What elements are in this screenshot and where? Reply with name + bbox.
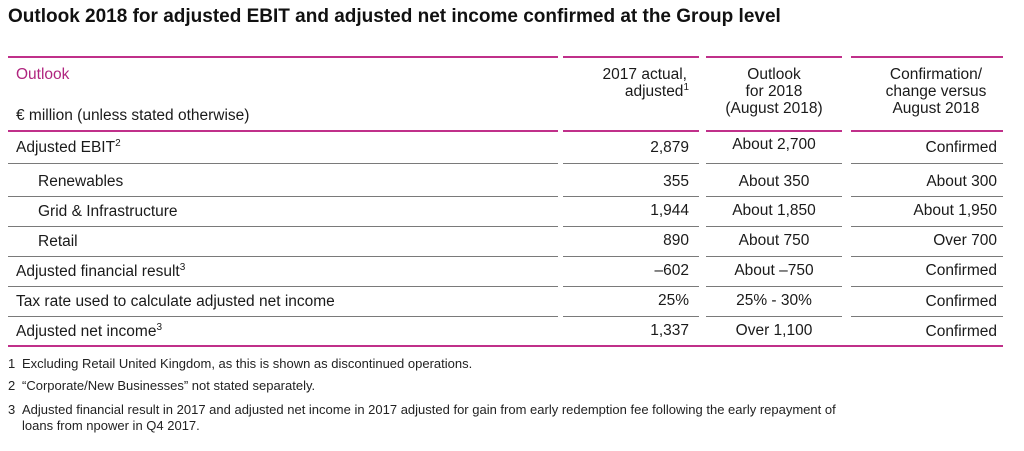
- footnote-ref: 3: [156, 322, 163, 333]
- row-rule: [706, 316, 842, 317]
- row-rule: [563, 316, 699, 317]
- outlook-heading: Outlook: [16, 66, 70, 83]
- row-rule: [706, 286, 842, 287]
- row-change: Confirmed: [925, 139, 998, 156]
- row-actual: 1,944: [650, 202, 689, 219]
- row-rule: [563, 256, 699, 257]
- col-outlook-heading-2: for 2018: [745, 83, 803, 100]
- row-actual: 355: [663, 173, 689, 190]
- row-actual: –602: [654, 262, 689, 279]
- row-outlook: About 1,850: [732, 202, 816, 219]
- page-title: Outlook 2018 for adjusted EBIT and adjus…: [8, 6, 781, 27]
- row-label: Tax rate used to calculate adjusted net …: [16, 293, 335, 310]
- row-rule: [8, 316, 558, 317]
- row-rule: [851, 286, 1003, 287]
- row-outlook: About –750: [734, 262, 814, 279]
- footnote: 2 “Corporate/New Businesses” not stated …: [0, 378, 1024, 394]
- footnote-text: “Corporate/New Businesses” not stated se…: [22, 378, 316, 393]
- row-rule: [851, 226, 1003, 227]
- row-change: About 1,950: [913, 202, 997, 219]
- row-label: Adjusted financial result3: [16, 262, 186, 281]
- row-change: Over 700: [933, 232, 997, 249]
- footnote: 1 Excluding Retail United Kingdom, as th…: [0, 356, 1024, 372]
- row-actual: 2,879: [650, 139, 689, 156]
- header-bottom-rule: [8, 130, 558, 132]
- header-top-rule: [706, 56, 842, 58]
- row-change: Confirmed: [925, 323, 998, 340]
- row-outlook: About 2,700: [732, 136, 816, 153]
- row-rule: [706, 256, 842, 257]
- table-bottom-rule: [8, 345, 1003, 347]
- footnote-text: Adjusted financial result in 2017 and ad…: [22, 402, 836, 417]
- row-change: Confirmed: [925, 262, 998, 279]
- row-label: Adjusted net income3: [16, 322, 163, 341]
- row-rule: [706, 226, 842, 227]
- row-label: Renewables: [38, 173, 124, 190]
- row-rule: [706, 163, 842, 164]
- row-rule: [563, 286, 699, 287]
- row-rule: [8, 226, 558, 227]
- header-bottom-rule: [851, 130, 1003, 132]
- footnote-ref: 3: [179, 262, 186, 273]
- col-change-heading-3: August 2018: [892, 100, 980, 117]
- footnote: 3 Adjusted financial result in 2017 and …: [0, 402, 1024, 436]
- footnote-text: Excluding Retail United Kingdom, as this…: [22, 356, 473, 371]
- row-actual: 1,337: [650, 322, 689, 339]
- row-label: Retail: [38, 233, 78, 250]
- row-outlook: 25% - 30%: [736, 292, 812, 309]
- row-rule: [563, 163, 699, 164]
- col-actual-heading-1: 2017 actual,: [602, 66, 687, 83]
- row-rule: [8, 286, 558, 287]
- row-rule: [851, 163, 1003, 164]
- footnote-ref: 2: [115, 138, 121, 149]
- row-rule: [8, 256, 558, 257]
- row-rule: [706, 196, 842, 197]
- row-actual: 890: [663, 232, 689, 249]
- footnote-number: 2: [8, 378, 16, 393]
- footnote-ref: 1: [683, 82, 689, 93]
- row-outlook: About 750: [738, 232, 810, 249]
- footnote-number: 1: [8, 356, 16, 371]
- col-change-heading-2: change versus: [885, 83, 987, 100]
- footnote-text-continued: loans from npower in Q4 2017.: [22, 418, 200, 433]
- col-actual-heading-2: adjusted1: [624, 82, 689, 101]
- col-change-heading-1: Confirmation/: [889, 66, 983, 83]
- row-actual: 25%: [657, 292, 689, 309]
- row-rule: [563, 226, 699, 227]
- row-rule: [8, 196, 558, 197]
- footnote-number: 3: [8, 402, 16, 417]
- header-bottom-rule: [706, 130, 842, 132]
- row-rule: [851, 196, 1003, 197]
- header-top-rule: [851, 56, 1003, 58]
- header-bottom-rule: [563, 130, 699, 132]
- col-outlook-heading-3: (August 2018): [725, 100, 823, 117]
- row-change: About 300: [926, 173, 997, 190]
- header-top-rule: [8, 56, 558, 58]
- row-rule: [851, 316, 1003, 317]
- row-outlook: About 350: [738, 173, 810, 190]
- col-outlook-heading-1: Outlook: [747, 66, 801, 83]
- header-top-rule: [563, 56, 699, 58]
- row-label: Adjusted EBIT2: [16, 138, 121, 157]
- row-label: Grid & Infrastructure: [38, 203, 178, 220]
- row-rule: [851, 256, 1003, 257]
- row-outlook: Over 1,100: [735, 322, 813, 339]
- row-rule: [8, 163, 558, 164]
- unit-label: € million (unless stated otherwise): [16, 107, 250, 124]
- row-change: Confirmed: [925, 293, 998, 310]
- row-rule: [563, 196, 699, 197]
